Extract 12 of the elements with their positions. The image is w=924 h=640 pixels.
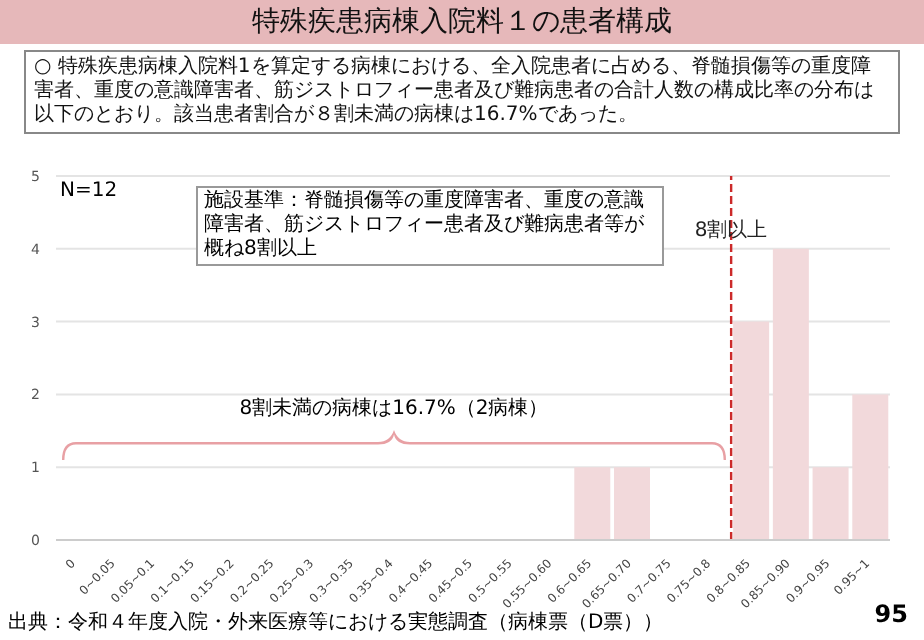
annotation: N=12: [60, 180, 118, 202]
source-note: 出典：令和４年度入院・外来医療等における実態調査（病棟票（D票））: [8, 609, 664, 636]
annotation: 8割未満の病棟は16.7%（2病棟）: [237, 395, 551, 422]
text: 95: [874, 600, 908, 628]
ref-line-label: 8割以上: [694, 218, 768, 242]
chart-subtitle: ○ 特殊疾患病棟入院料1を算定する病棟における、全入院患者に占める、脊髄損傷等の重度障害者、重度の意識障害者、筋ジストロフィー患者及び難病患者の合計人数の構成比率の分布は以下のとおり。該当患者割合が８割未満の病棟は16.7%であった。: [24, 50, 900, 134]
annotation: 施設基準：脊髄損傷等の重度障害者、重度の意識障害者、筋ジストロフィー患者及び難病患者等が概ね8割以上: [196, 186, 664, 266]
chart-title: 特殊疾患病棟入院料１の患者構成: [0, 0, 924, 44]
bar: [614, 467, 650, 540]
bar: [574, 467, 611, 540]
bar: [772, 248, 809, 540]
bar: [733, 321, 770, 540]
